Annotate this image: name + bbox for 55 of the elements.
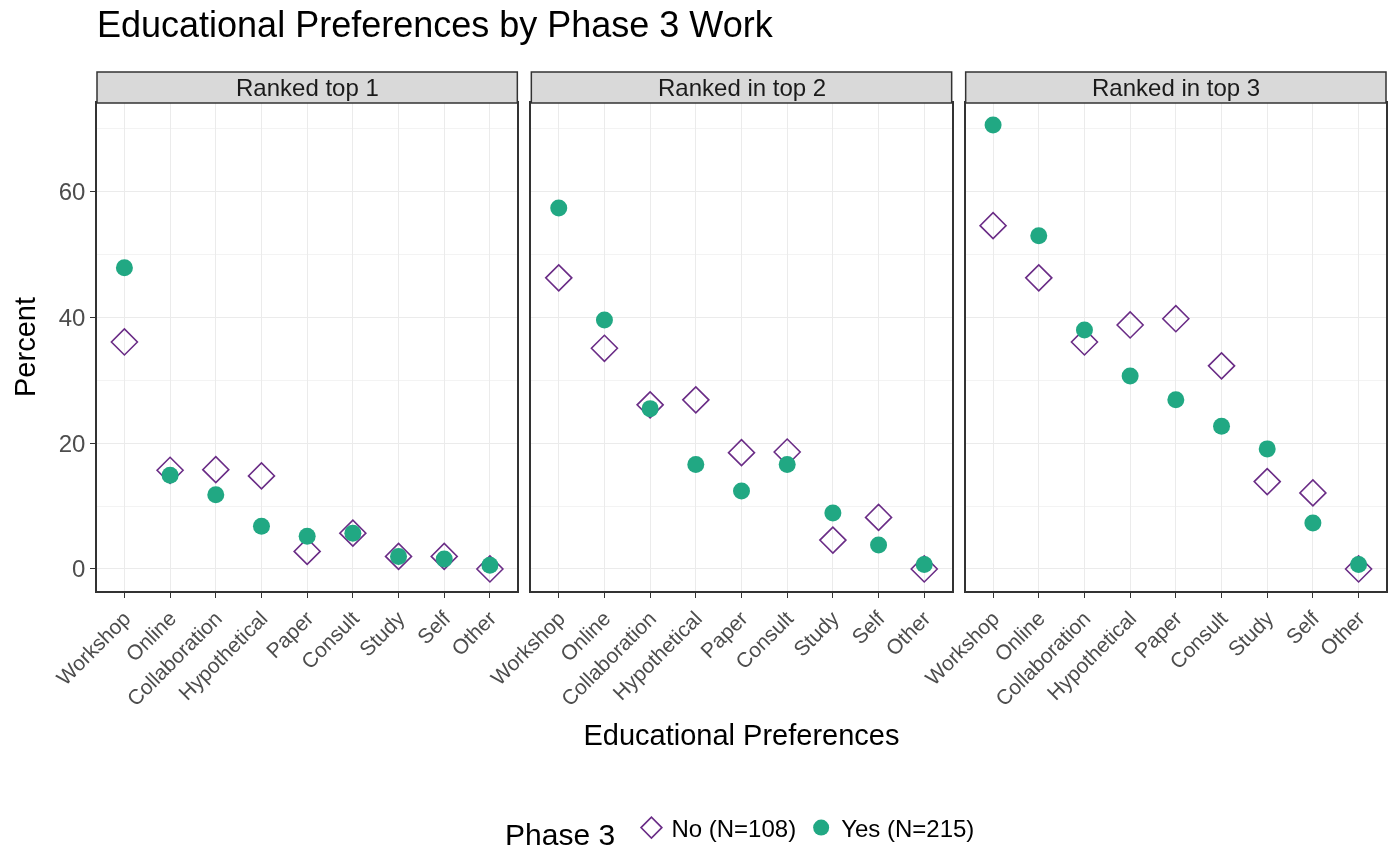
y-tick-label: 40: [58, 303, 86, 331]
point: [687, 456, 705, 474]
point: [979, 211, 1007, 240]
point: [1344, 555, 1373, 583]
point: [384, 542, 413, 571]
point: [910, 555, 939, 583]
point: [430, 542, 459, 571]
chart-subtitle: Ranked in top 2: [658, 74, 827, 101]
y-tick-label: 20: [58, 429, 86, 457]
x-axis-title: Educational Preferences: [583, 718, 900, 751]
point: [819, 526, 847, 554]
point: [870, 536, 888, 554]
point: [1121, 367, 1139, 385]
point: [247, 462, 276, 490]
chart-subtitle: Ranked in top 3: [1092, 74, 1261, 101]
point: [207, 486, 225, 504]
point: [1167, 391, 1185, 409]
point: [1162, 304, 1190, 333]
point: [298, 527, 316, 545]
point: [1207, 352, 1236, 380]
point: [1030, 227, 1048, 245]
point: [1304, 514, 1322, 532]
point: [590, 334, 619, 363]
y-axis-title: Percent: [8, 297, 41, 397]
chart-subtitle: Ranked top 1: [236, 74, 379, 101]
point: [115, 259, 133, 277]
point: [682, 386, 710, 414]
y-tick-label: 60: [58, 178, 86, 206]
point: [824, 504, 842, 522]
point: [778, 456, 796, 474]
point: [544, 264, 573, 292]
point: [1258, 440, 1276, 458]
point: [636, 391, 664, 419]
y-tick-label: 0: [72, 555, 86, 583]
point: [733, 482, 750, 500]
point: [1213, 417, 1231, 435]
legend-title: Phase 3: [505, 817, 624, 846]
point: [201, 455, 230, 484]
point: [550, 199, 568, 217]
legend-label: No (N=108): [671, 814, 797, 842]
point: [864, 503, 893, 532]
chart-title: Educational Preferences by Phase 3 Work: [97, 3, 774, 45]
point: [476, 555, 504, 583]
point: [252, 517, 270, 535]
point: [1299, 479, 1327, 507]
point: [984, 116, 1002, 134]
point: [1024, 264, 1053, 292]
point: [595, 311, 613, 329]
point: [1253, 467, 1282, 496]
point: [339, 519, 367, 547]
legend-label: Yes (N=215): [841, 814, 975, 842]
point: [1116, 311, 1144, 339]
point: [727, 438, 756, 467]
point: [1075, 321, 1093, 339]
point: [110, 328, 139, 356]
